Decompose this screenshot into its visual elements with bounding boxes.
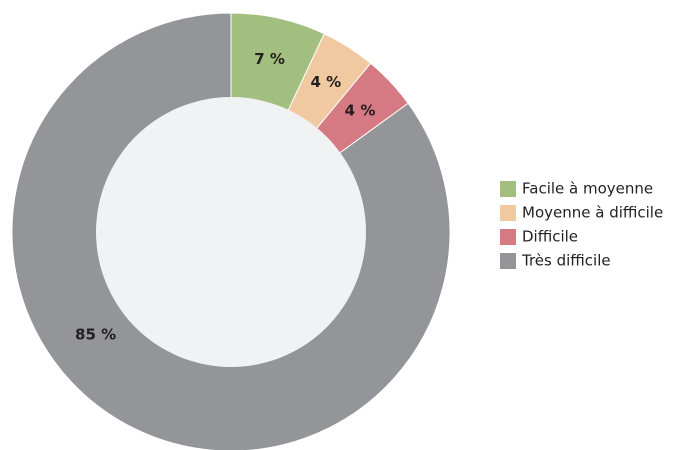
legend-label: Très difficile xyxy=(521,252,611,270)
value-label: 85 % xyxy=(75,325,116,343)
legend-swatch xyxy=(500,181,516,197)
value-label: 4 % xyxy=(310,73,341,91)
value-label: 7 % xyxy=(254,50,285,68)
legend-label: Moyenne à difficile xyxy=(522,204,663,222)
legend-label: Facile à moyenne xyxy=(522,180,653,198)
value-label: 4 % xyxy=(345,101,376,119)
legend-swatch xyxy=(500,253,516,269)
donut-hole xyxy=(96,97,366,367)
legend-label: Difficile xyxy=(522,228,578,246)
legend-swatch xyxy=(500,229,516,245)
legend-swatch xyxy=(500,205,516,221)
